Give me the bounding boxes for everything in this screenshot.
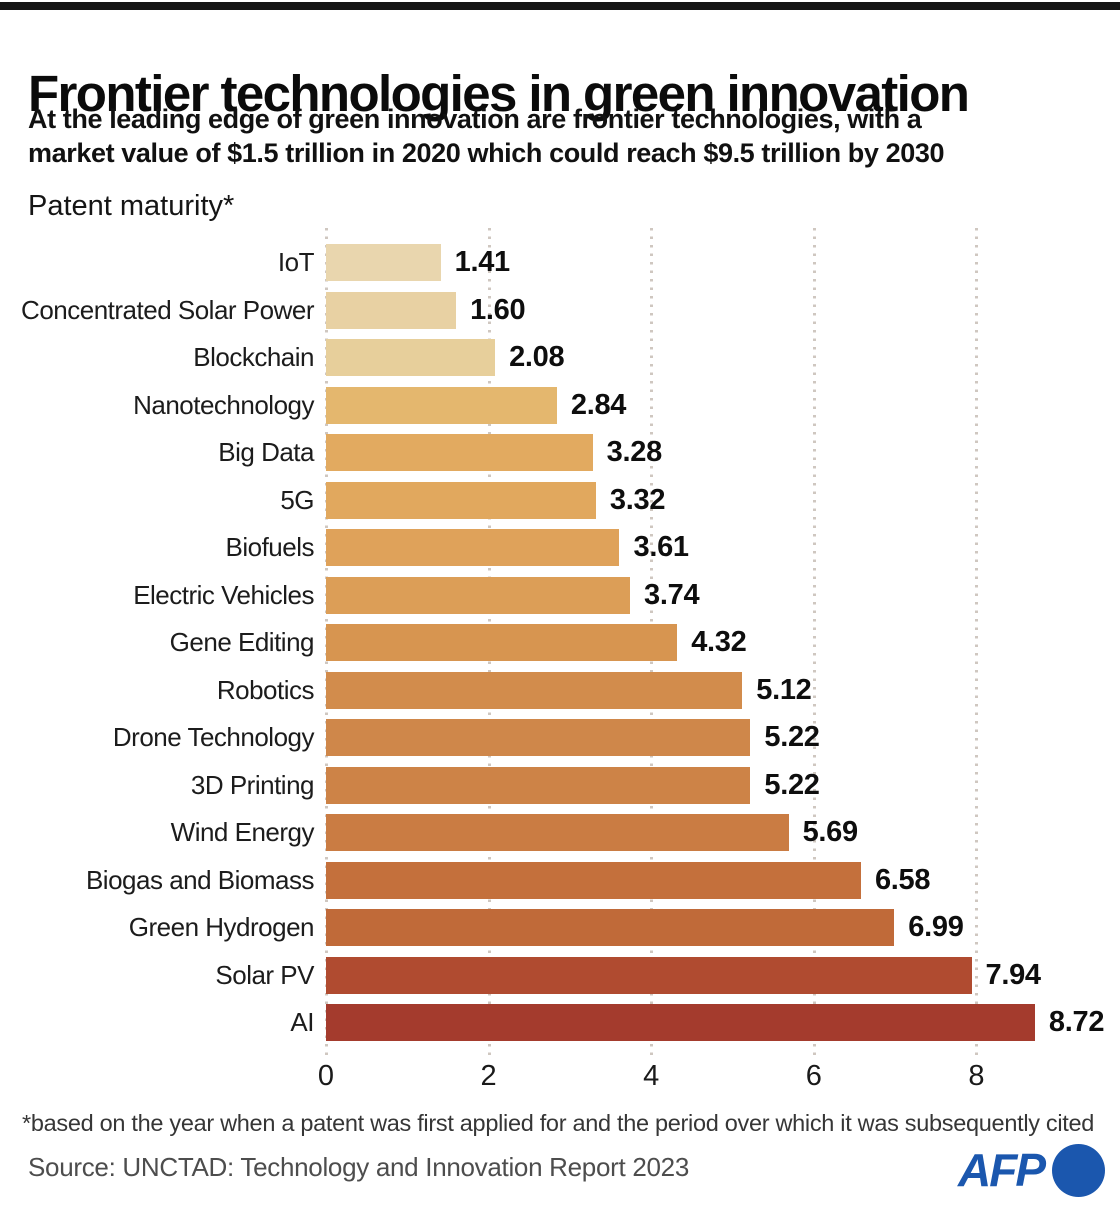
bar: [326, 339, 496, 376]
category-label: Green Hydrogen: [128, 912, 315, 942]
value-label: 2.08: [509, 341, 565, 373]
category-label: 3D Printing: [190, 769, 315, 800]
afp-logo: AFP: [958, 1142, 1108, 1200]
value-label: 3.61: [633, 531, 689, 563]
axis-caption: Patent maturity*: [28, 190, 235, 222]
top-divider-bar: [0, 2, 1120, 10]
category-label: 5G: [280, 484, 314, 515]
category-label: Concentrated Solar Power: [21, 294, 314, 325]
value-label: 3.74: [644, 578, 700, 611]
axis-tick-label: 0: [317, 1060, 335, 1092]
subtitle: At the leading edge of green innovation …: [28, 102, 1113, 170]
category-label: IoT: [277, 247, 315, 277]
axis-tick-label: 2: [480, 1060, 497, 1092]
bar: [326, 624, 678, 661]
value-label: 5.69: [802, 816, 859, 848]
source-credit: Source: UNCTAD: Technology and Innovatio…: [28, 1152, 689, 1182]
gridline: [975, 228, 979, 1059]
category-label: AI: [290, 1007, 314, 1037]
category-label: Electric Vehicles: [133, 579, 314, 610]
bar: [326, 814, 789, 851]
bar: [326, 1004, 1035, 1041]
category-label: Biogas and Biomass: [85, 864, 315, 895]
bar: [326, 386, 557, 424]
bar: [326, 909, 895, 946]
value-label: 5.22: [764, 768, 820, 801]
bar: [326, 576, 631, 614]
bar: [326, 434, 593, 471]
category-label: Drone Technology: [112, 722, 315, 752]
bar: [326, 291, 457, 329]
category-label: Wind Energy: [170, 817, 315, 847]
axis-tick-label: 4: [643, 1060, 660, 1092]
afp-globe-icon: [1052, 1144, 1105, 1197]
bar: [326, 956, 972, 994]
subtitle-line-2: market value of $1.5 trillion in 2020 wh…: [28, 138, 945, 168]
bar: [326, 244, 441, 281]
bar: [326, 861, 861, 899]
category-label: Big Data: [218, 437, 314, 467]
value-label: 8.72: [1048, 1006, 1105, 1038]
value-label: 3.28: [606, 436, 663, 468]
bar: [326, 481, 596, 519]
value-label: 3.32: [609, 483, 666, 516]
bar: [326, 766, 751, 804]
value-label: 2.84: [570, 388, 627, 421]
value-label: 5.22: [764, 721, 820, 753]
category-label: Solar PV: [215, 959, 314, 990]
value-label: 4.32: [691, 626, 747, 658]
value-label: 6.99: [908, 911, 964, 943]
category-label: Blockchain: [193, 342, 314, 372]
category-label: Robotics: [216, 674, 315, 705]
axis-tick-label: 8: [968, 1060, 985, 1092]
bar: [326, 529, 620, 566]
axis-tick-label: 6: [805, 1060, 822, 1092]
bar: [326, 719, 751, 756]
value-label: 1.41: [454, 246, 511, 278]
afp-logo-text: AFP: [958, 1144, 1046, 1196]
subtitle-line-1: At the leading edge of green innovation …: [28, 104, 922, 134]
value-label: 5.12: [756, 673, 812, 706]
category-label: Nanotechnology: [133, 389, 314, 420]
value-label: 7.94: [985, 958, 1042, 991]
footnote: *based on the year when a patent was fir…: [22, 1110, 1095, 1136]
gridline: [812, 228, 816, 1059]
category-label: Biofuels: [225, 532, 315, 562]
page-title: Frontier technologies in green innovatio…: [28, 65, 970, 123]
bar: [326, 671, 743, 709]
value-label: 6.58: [874, 863, 931, 896]
value-label: 1.60: [470, 293, 526, 326]
category-label: Gene Editing: [169, 627, 315, 657]
